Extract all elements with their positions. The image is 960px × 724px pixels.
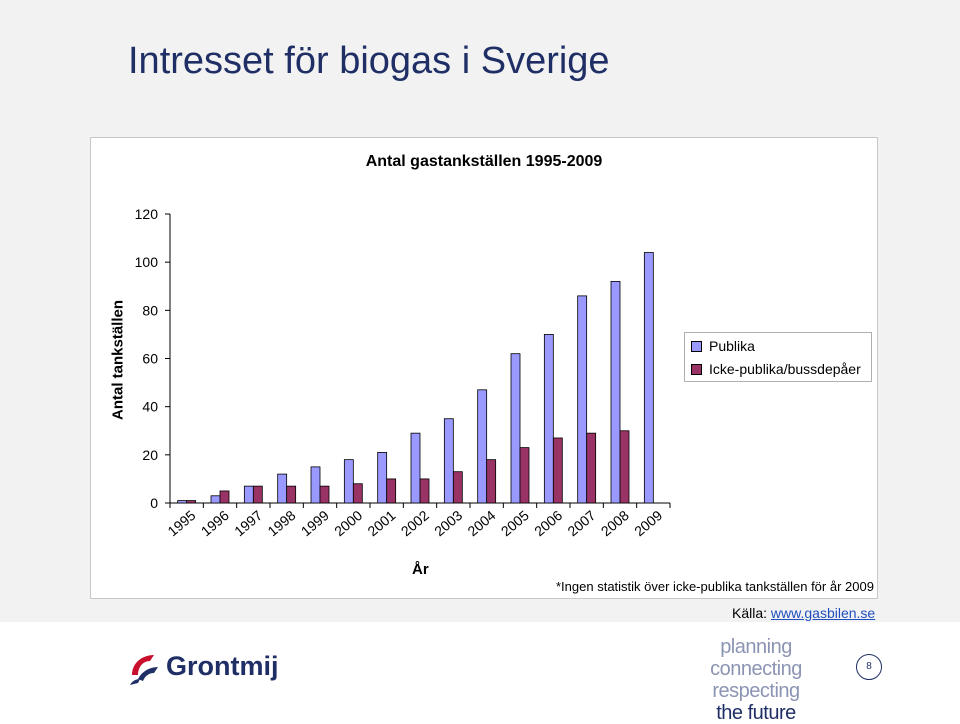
grontmij-logo: Grontmij (128, 645, 288, 687)
bar-publika-2006 (543, 334, 554, 504)
bar-publika-2005 (510, 353, 521, 504)
y-tick-label: 80 (142, 302, 158, 318)
tagline-line-2: respecting (712, 680, 800, 702)
bar-icke-publika-2000 (352, 483, 363, 504)
bar-publika-2001 (377, 452, 388, 504)
y-tick-label: 120 (135, 206, 159, 222)
bar-publika-1999 (310, 466, 321, 504)
bar-icke-publika-2003 (452, 471, 463, 504)
bar-publika-2000 (343, 459, 354, 504)
bar-publika-2008 (610, 281, 621, 504)
bar-publika-2009 (643, 252, 654, 504)
bar-icke-publika-2008 (619, 430, 630, 504)
logo-wordmark: Grontmij (166, 651, 279, 681)
x-tick-label-1995: 1995 (164, 507, 198, 539)
x-tick-label-2008: 2008 (598, 507, 632, 539)
source-note: Källa: www.gasbilen.se (732, 605, 875, 621)
tagline-line-1: planning connecting (710, 636, 802, 680)
bar-icke-publika-1998 (286, 485, 297, 504)
chart-legend: Publika Icke-publika/bussdepåer (684, 332, 872, 382)
x-tick-label-2005: 2005 (498, 507, 532, 539)
chart-title: Antal gastankställen 1995-2009 (365, 153, 603, 170)
bar-icke-publika-2002 (419, 478, 430, 504)
bar-publika-1997 (243, 485, 254, 504)
source-label: Källa: (732, 605, 771, 621)
source-link[interactable]: www.gasbilen.se (770, 605, 876, 621)
x-axis-label: År (412, 561, 429, 578)
bar-publika-2007 (577, 295, 588, 504)
chart-footnote: *Ingen statistik över icke-publika tanks… (556, 579, 874, 594)
slide-title: Intresset för biogas i Sverige (128, 40, 610, 82)
x-tick-label-2006: 2006 (531, 507, 565, 539)
tagline: planning connecting respecting the futur… (676, 636, 836, 724)
bar-publika-1998 (277, 473, 288, 504)
bar-publika-2003 (443, 418, 454, 504)
bar-icke-publika-1999 (319, 485, 330, 504)
bar-icke-publika-2005 (519, 447, 530, 504)
page-number: 8 (856, 654, 882, 680)
x-tick-label-2004: 2004 (464, 507, 498, 539)
x-tick-label-2009: 2009 (631, 507, 665, 539)
x-tick-label-1998: 1998 (264, 507, 298, 539)
y-tick-label: 20 (142, 447, 158, 463)
legend-swatch-publika (691, 340, 702, 352)
bar-icke-publika-2001 (386, 478, 397, 504)
bar-publika-2004 (477, 389, 488, 504)
tagline-line-3: the future (716, 702, 796, 724)
legend-item-icke-publika: Icke-publika/bussdepåer (691, 360, 861, 378)
bar-icke-publika-2004 (486, 459, 497, 504)
bar-icke-publika-1997 (252, 485, 263, 504)
legend-label-publika: Publika (709, 338, 755, 354)
x-tick-label-2002: 2002 (398, 507, 432, 539)
legend-item-publika: Publika (691, 337, 755, 355)
bar-icke-publika-2007 (586, 432, 597, 504)
bar-publika-1996 (210, 495, 221, 504)
x-tick-label-2003: 2003 (431, 507, 465, 539)
x-tick-label-1999: 1999 (298, 507, 332, 539)
bar-icke-publika-1995 (186, 500, 197, 504)
x-tick-label-1997: 1997 (231, 507, 265, 539)
y-tick-label: 100 (135, 254, 159, 270)
y-tick-label: 0 (150, 495, 158, 511)
legend-swatch-icke-publika (691, 363, 702, 375)
x-tick-label-1996: 1996 (198, 507, 232, 539)
bar-publika-1995 (177, 500, 188, 504)
x-tick-label-2000: 2000 (331, 507, 365, 539)
bar-icke-publika-2006 (552, 437, 563, 504)
y-axis-label: Antal tankställen (109, 299, 127, 421)
bar-icke-publika-1996 (219, 490, 230, 504)
bar-publika-2002 (410, 432, 421, 504)
x-tick-label-2007: 2007 (564, 507, 598, 539)
legend-label-icke-publika: Icke-publika/bussdepåer (709, 361, 861, 377)
x-tick-label-2001: 2001 (364, 507, 398, 539)
y-tick-label: 60 (142, 351, 158, 367)
y-tick-label: 40 (142, 399, 158, 415)
grontmij-logo-icon (130, 655, 158, 685)
